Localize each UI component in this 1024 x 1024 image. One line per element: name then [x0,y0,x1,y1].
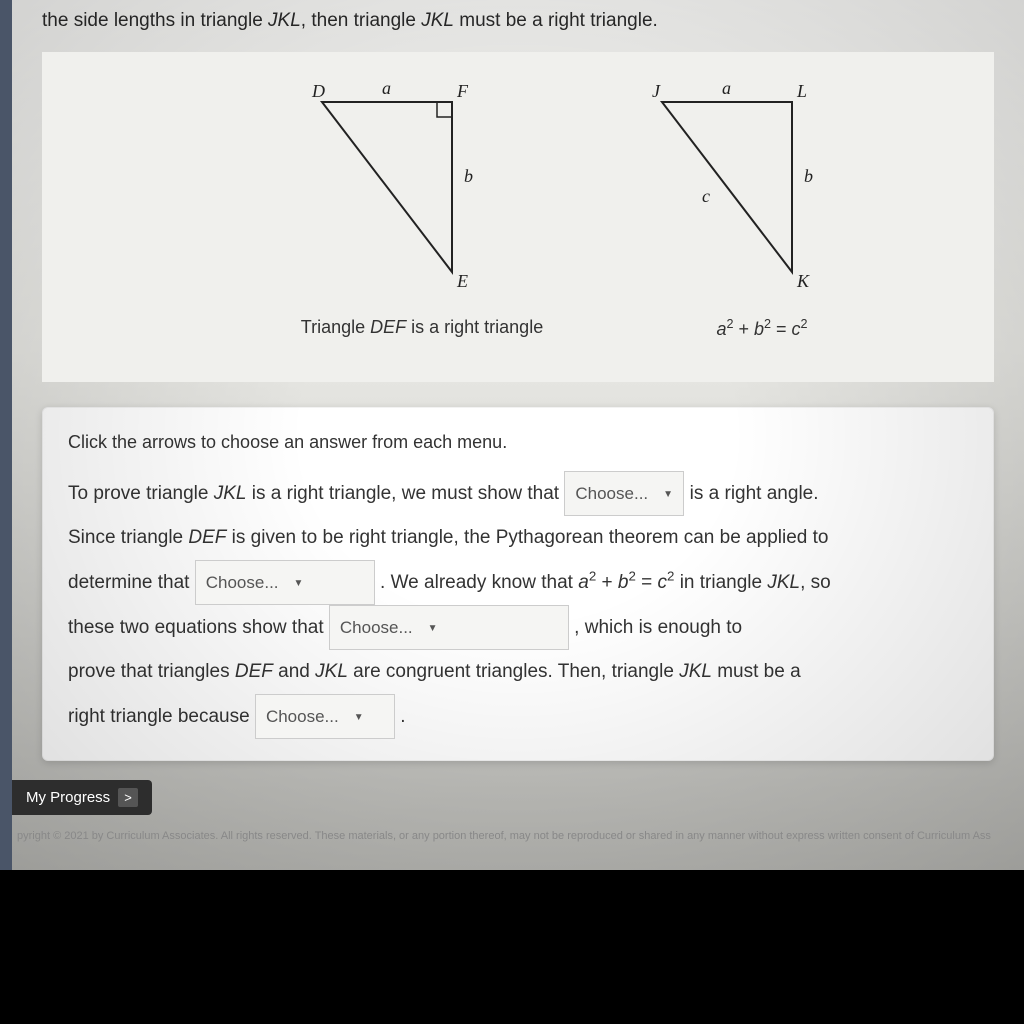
chevron-down-icon: ▼ [354,712,364,723]
chevron-down-icon: ▼ [294,578,304,589]
vertex-f: F [456,81,469,101]
chevron-down-icon: ▼ [428,623,438,634]
side-a-jkl: a [722,78,731,98]
vertex-l: L [796,81,807,101]
answer-paragraph: To prove triangle JKL is a right triangl… [68,471,968,739]
caption-def: Triangle DEF is a right triangle [292,317,552,338]
dropdown-1[interactable]: Choose...▼ [564,471,684,516]
vertex-k: K [796,271,810,291]
progress-label: My Progress [26,789,110,806]
side-b-jkl: b [804,166,813,186]
chevron-down-icon: ▼ [663,489,673,500]
triangle-def: D F E a b Triangle DEF is a right triang… [292,72,552,338]
dropdown-2[interactable]: Choose...▼ [195,560,375,605]
triangle-jkl: J L K a b c a2 + b2 = c2 [632,72,892,340]
side-a-def: a [382,78,391,98]
question-top-text: the side lengths in triangle JKL, then t… [12,0,1024,52]
caption-jkl: a2 + b2 = c2 [632,317,892,340]
diagram-area: D F E a b Triangle DEF is a right triang… [42,52,994,382]
vertex-d: D [311,81,325,101]
side-c-jkl: c [702,186,710,206]
copyright-text: pyright © 2021 by Curriculum Associates.… [12,830,1024,842]
vertex-e: E [456,271,468,291]
dropdown-4[interactable]: Choose...▼ [255,694,395,739]
vertex-j: J [652,81,661,101]
answer-box: Click the arrows to choose an answer fro… [42,407,994,761]
dropdown-3[interactable]: Choose...▼ [329,605,569,650]
chevron-right-icon: > [118,788,138,807]
side-b-def: b [464,166,473,186]
my-progress-button[interactable]: My Progress > [12,780,152,815]
answer-intro: Click the arrows to choose an answer fro… [68,429,968,456]
